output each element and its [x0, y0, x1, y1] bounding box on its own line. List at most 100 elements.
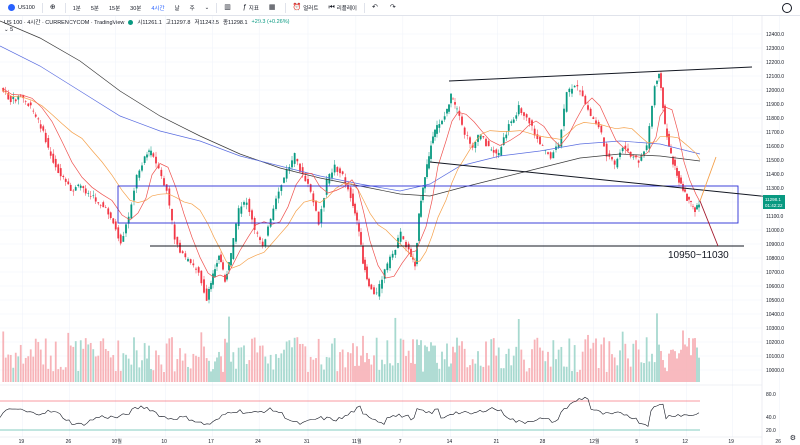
candle-body — [394, 249, 397, 255]
volume-bar — [291, 347, 293, 382]
volume-bar — [565, 366, 568, 382]
volume-bar — [678, 353, 680, 382]
volume-bar — [452, 346, 454, 382]
candle-body — [576, 84, 579, 87]
candle-body — [224, 274, 226, 282]
down-scenario-arrow[interactable] — [699, 200, 719, 247]
volume-bar — [312, 359, 315, 382]
replay-button[interactable]: ⏮ 리플레이 — [323, 0, 362, 16]
volume-bar — [356, 346, 358, 382]
volume-bar — [531, 349, 533, 382]
support-trendline[interactable] — [429, 161, 771, 198]
candle-body — [510, 121, 513, 124]
symbol-search[interactable]: US100 — [3, 0, 40, 16]
candle-body — [624, 145, 627, 149]
gear-icon[interactable]: ⚙ — [789, 435, 796, 442]
range-box[interactable] — [117, 185, 739, 224]
volume-bar — [232, 352, 235, 382]
candle-body — [512, 119, 515, 123]
volume-bar — [375, 337, 378, 382]
layout-button[interactable]: ▦ — [264, 0, 283, 16]
timeframe-1d[interactable]: 날 — [174, 5, 180, 12]
candle-body — [277, 191, 280, 199]
layout-grid-icon: ▦ — [268, 4, 276, 11]
volume-bar — [107, 351, 110, 382]
candle-body — [692, 206, 694, 208]
compare-add-button[interactable]: ⊕ — [45, 0, 63, 16]
legend-change: +29.3 (+0.26%) — [251, 19, 290, 25]
volume-bar — [317, 338, 320, 382]
candle-body — [2, 87, 5, 92]
volume-bar — [595, 338, 597, 382]
candle-body — [331, 172, 333, 178]
candle-body — [424, 177, 426, 189]
candle-body — [42, 126, 45, 131]
volume-bar — [495, 355, 498, 382]
chart-type-button[interactable]: ▥ — [219, 0, 238, 16]
price-tick-label: 10500.0 — [766, 298, 784, 304]
alert-button[interactable]: ⏰ 얼러트 — [288, 0, 324, 16]
candle-body — [138, 170, 141, 178]
volume-bar — [114, 371, 117, 382]
grid-horizontal — [0, 33, 762, 371]
volume-bar — [243, 345, 245, 382]
time-tick-label: 12 — [682, 439, 688, 445]
volume-bar — [4, 357, 7, 382]
resistance-trendline[interactable] — [448, 66, 753, 82]
time-tick-label: 21 — [494, 439, 500, 445]
volume-bar — [237, 347, 240, 382]
undo-button[interactable]: ↶ — [367, 0, 385, 16]
volume-bar — [9, 354, 12, 382]
timeframe-30m[interactable]: 30분 — [130, 5, 142, 12]
candle-body — [452, 98, 454, 100]
volume-bar — [640, 362, 643, 382]
candle-body — [192, 263, 195, 266]
candle-body — [507, 124, 510, 131]
volume-bar — [27, 356, 30, 382]
legend-indicator-value[interactable]: ⌄ 5 — [4, 27, 14, 33]
volume-bar — [37, 341, 40, 382]
volume-bar — [656, 313, 658, 382]
timeframe-5m[interactable]: 5분 — [90, 5, 99, 12]
timeframe-dropdown[interactable]: ⌄ — [200, 0, 215, 16]
volume-bar — [7, 354, 10, 382]
indicators-button[interactable]: ƒ 지표 — [238, 0, 264, 16]
candle-body — [611, 156, 613, 160]
volume-bar — [515, 346, 518, 382]
timeframe-4h[interactable]: 4시간 — [151, 5, 165, 12]
candle-body — [430, 145, 432, 159]
volume-bar — [301, 343, 304, 382]
volume-bar — [168, 338, 171, 382]
redo-button[interactable]: ↷ — [385, 0, 403, 16]
volume-bar — [331, 343, 333, 382]
candle-body — [456, 108, 458, 110]
timeframe-15m[interactable]: 15분 — [108, 5, 121, 12]
time-axis[interactable]: 19 26 10월 10 17 24 31 11월 7 14 21 28 12월 5 12 19 26 — [19, 438, 781, 445]
candle-body — [317, 211, 320, 225]
volume-bar — [560, 346, 563, 382]
candle-body — [24, 101, 27, 102]
candle-body — [515, 115, 518, 119]
timeframe-1w[interactable]: 주 — [189, 5, 195, 12]
symbol-logo-icon — [8, 4, 15, 11]
timeframe-1m[interactable]: 1분 — [72, 5, 81, 12]
price-tick-label: 10000.0 — [766, 368, 784, 374]
rsi-line — [0, 396, 700, 427]
candle-body — [27, 103, 30, 106]
rsi-tick-label: 40.0 — [766, 415, 776, 421]
account-avatar-icon[interactable] — [782, 3, 792, 13]
volume-bar — [117, 340, 120, 382]
volume-bar — [253, 337, 256, 382]
price-tick-label: 11000.0 — [766, 228, 784, 234]
volume-bar — [29, 349, 32, 382]
volume-bar — [173, 371, 176, 382]
candle-body — [309, 184, 312, 192]
volume-bar — [461, 341, 463, 382]
price-chart[interactable]: 10950~11030 12400.0 12300.0 12200.0 12100.0… — [0, 16, 800, 445]
legend-open: 시11261.1 — [137, 20, 162, 26]
volume-bar — [181, 360, 184, 382]
volume-bar — [133, 337, 135, 382]
up-scenario-arrow[interactable] — [699, 156, 717, 202]
volume-bar — [349, 353, 352, 382]
candle-body — [7, 93, 10, 100]
